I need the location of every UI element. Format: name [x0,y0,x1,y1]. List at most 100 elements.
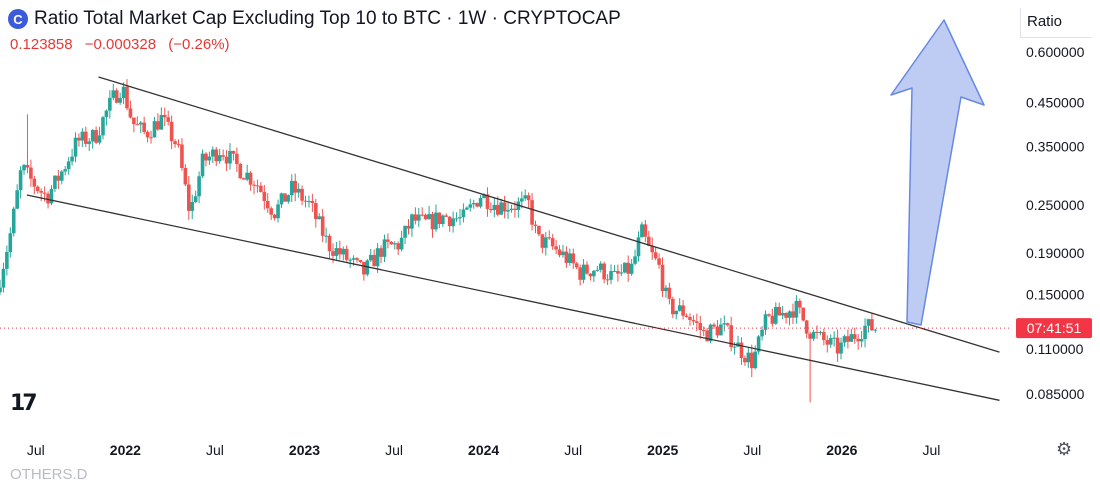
candle-body [235,153,239,164]
candle-body [293,180,298,193]
candle-body [835,337,840,354]
x-tick-label: Jul [27,442,45,458]
candle-body [808,333,812,339]
candle-body [128,108,133,118]
candle-body [499,202,503,215]
x-tick-label: 2023 [289,442,320,458]
candle-body [612,270,617,272]
candle-body [32,178,37,187]
candle-body [15,190,19,209]
candle-body [320,216,325,236]
candle-body [358,259,363,263]
candle-body [557,249,562,256]
candle-body [461,209,466,218]
candle-body [866,319,871,326]
candle-body [763,314,768,330]
candle-body [101,117,105,136]
price-tag-time: 07:41:51 [1027,320,1082,336]
candle-body [437,212,442,225]
candle-body [382,239,387,257]
candle-body [259,185,263,192]
candle-body [66,161,71,170]
candle-body [25,164,30,168]
candle-body [564,251,569,263]
candle-body [705,330,709,342]
candle-body [224,156,229,164]
candle-body [756,336,761,352]
candle-body [59,171,64,181]
candle-body [722,323,727,325]
candle-body [314,203,318,219]
candle-body [667,287,672,299]
candle-body [544,237,548,248]
candle-body [523,195,528,199]
candle-body [471,203,476,205]
candle-body [712,324,716,327]
candle-body [550,238,555,247]
candle-body [798,300,802,308]
candle-body [1,268,6,288]
candle-body [767,314,771,316]
candle-body [362,262,366,275]
candle-body [156,121,160,130]
candle-body [489,208,493,211]
candle-body [63,169,68,172]
candle-body [506,210,510,212]
axis-group: 0.600000 0.450000 0.350000 0.250000 0.190000… [27,44,1092,458]
candle-body [526,195,531,201]
candle-body [42,192,47,194]
candle-body [636,237,641,257]
candle-body [300,188,304,201]
candle-body [344,248,349,260]
candle-body [622,262,627,273]
candle-body [379,248,383,257]
candle-body [818,332,823,334]
candle-body [801,307,806,321]
candle-body [173,141,177,145]
candle-body [581,264,586,280]
candle-body [454,218,459,220]
candle-body [114,90,119,103]
candle-body [49,188,54,204]
candle-body [849,334,854,342]
candle-body [97,135,102,143]
candle-body [533,224,538,226]
gear-icon[interactable]: ⚙ [1056,439,1073,459]
candle-body [708,324,713,342]
candle-body [863,325,867,340]
candle-body [351,258,356,260]
candle-body [746,352,751,363]
candle-body [664,287,668,292]
candle-body [561,251,565,256]
candle-body [368,254,373,261]
y-tick-label: 0.110000 [1026,341,1084,357]
tradingview-logo-icon[interactable]: 17 [10,391,38,416]
last-value: 0.123858 [10,36,73,53]
candle-body [537,225,541,235]
candle-body [502,202,507,212]
candle-body [197,176,201,197]
candle-body [777,307,782,316]
candle-body [331,251,335,256]
candle-body [691,319,696,322]
candle-body [149,137,153,139]
scale-mode-label[interactable]: Ratio [1020,8,1092,38]
candle-body [386,239,390,242]
chart-title[interactable]: Ratio Total Market Cap Excluding Top 10 … [34,8,621,29]
candle-body [118,98,122,103]
candle-body [540,234,545,248]
candle-body [389,241,394,245]
candle-body [671,298,675,315]
candle-body [701,330,706,332]
trendline-lower [26,194,1000,401]
candle-body [348,259,352,261]
arrow-group [890,19,985,326]
candle-body [372,254,376,267]
trendline-upper [98,76,1000,353]
candle-body [87,141,92,144]
candle-body [204,153,208,161]
candle-body [749,352,754,369]
candle-body [640,224,644,238]
y-tick-label: 0.250000 [1026,197,1085,213]
